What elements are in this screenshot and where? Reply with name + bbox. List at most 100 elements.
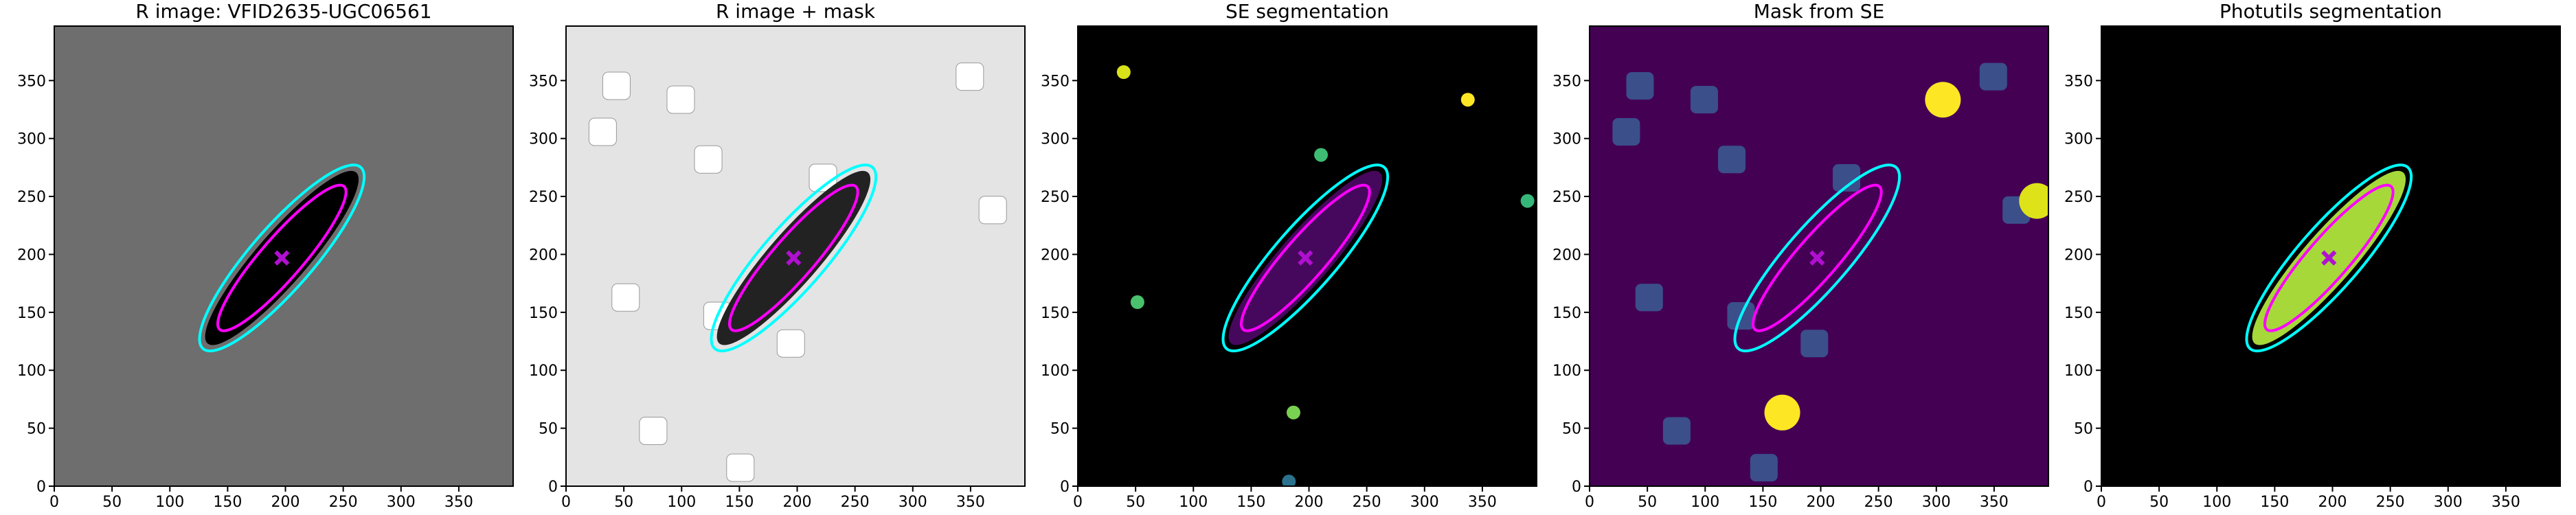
y-tick-label: 250 bbox=[1041, 189, 1070, 206]
mask-box bbox=[1718, 146, 1746, 174]
x-tick-label: 250 bbox=[1353, 494, 1381, 511]
y-tick-label: 300 bbox=[17, 131, 46, 148]
y-tick-label: 200 bbox=[17, 247, 46, 264]
x-tick-label: 0 bbox=[1073, 494, 1083, 511]
axes-frame bbox=[1589, 25, 2049, 487]
mask-box bbox=[956, 62, 984, 91]
y-tick-label: 150 bbox=[1041, 305, 1070, 322]
x-tick-label: 50 bbox=[1638, 494, 1657, 511]
x-tick-label: 150 bbox=[1236, 494, 1265, 511]
mask-box bbox=[1662, 417, 1691, 445]
outer-ellipse bbox=[1733, 163, 1901, 353]
x-tick-label: 350 bbox=[1980, 494, 2009, 511]
x-tick-label: 150 bbox=[213, 494, 242, 511]
y-tick-label: 100 bbox=[17, 363, 46, 380]
x-tick-label: 250 bbox=[2376, 494, 2405, 511]
x-tick-label: 300 bbox=[387, 494, 416, 511]
segment bbox=[1286, 405, 1300, 420]
mask-box bbox=[611, 283, 640, 312]
outer-ellipse bbox=[2245, 163, 2413, 353]
y-tick-label: 0 bbox=[1572, 479, 1581, 496]
x-tick-label: 200 bbox=[2318, 494, 2347, 511]
y-tick-label: 150 bbox=[1552, 305, 1581, 322]
segment bbox=[1282, 474, 1296, 486]
segment bbox=[1314, 148, 1329, 162]
x-tick-label: 50 bbox=[614, 494, 633, 511]
y-tick-label: 300 bbox=[1552, 131, 1581, 148]
outer-ellipse bbox=[710, 163, 878, 353]
x-tick-label: 150 bbox=[725, 494, 754, 511]
mask-box bbox=[694, 145, 723, 174]
x-tick-label: 50 bbox=[1126, 494, 1145, 511]
x-tick-label: 300 bbox=[2434, 494, 2463, 511]
outer-ellipse bbox=[198, 163, 366, 353]
x-tick-label: 100 bbox=[667, 494, 696, 511]
x-tick-label: 300 bbox=[1410, 494, 1439, 511]
center-marker bbox=[786, 250, 802, 266]
mask-box bbox=[1626, 72, 1654, 100]
x-tick-label: 350 bbox=[1468, 494, 1497, 511]
mask-circle bbox=[1925, 82, 1961, 118]
image bbox=[54, 26, 513, 486]
y-tick-label: 50 bbox=[1050, 421, 1070, 438]
y-tick-label: 150 bbox=[2064, 305, 2093, 322]
center-marker bbox=[2321, 250, 2337, 266]
x-tick-label: 200 bbox=[1807, 494, 1835, 511]
y-tick-label: 50 bbox=[2074, 421, 2093, 438]
mask-box bbox=[1612, 118, 1640, 146]
y-tick-label: 300 bbox=[529, 131, 558, 148]
y-tick-label: 200 bbox=[2064, 247, 2093, 264]
panel: Mask from SE 0 50 100 150 200 250 300 350 0 50 100 1… bbox=[1552, 0, 2049, 511]
y-tick-label: 0 bbox=[548, 479, 558, 496]
y-tick-label: 100 bbox=[2064, 363, 2093, 380]
y-tick-label: 250 bbox=[1552, 189, 1581, 206]
y-tick-label: 350 bbox=[1552, 73, 1581, 90]
mask-box bbox=[588, 117, 617, 146]
x-tick-label: 250 bbox=[1864, 494, 1893, 511]
panel: Photutils segmentation 0 50 100 150 200 250 300… bbox=[2064, 0, 2561, 511]
mask-box bbox=[1979, 62, 2007, 91]
x-tick-label: 350 bbox=[444, 494, 473, 511]
x-tick-label: 350 bbox=[956, 494, 985, 511]
y-tick-label: 150 bbox=[529, 305, 558, 322]
x-tick-label: 0 bbox=[1585, 494, 1594, 511]
x-tick-label: 50 bbox=[102, 494, 122, 511]
inner-ellipse bbox=[1751, 183, 1883, 332]
segment bbox=[1520, 194, 1535, 208]
panel: R image + mask 0 50 100 150 200 250 300 350 0 50 10… bbox=[529, 0, 1026, 511]
x-tick-label: 250 bbox=[841, 494, 870, 511]
panel-title: R image + mask bbox=[716, 0, 876, 23]
y-tick-label: 350 bbox=[2064, 73, 2093, 90]
x-tick-label: 100 bbox=[2202, 494, 2231, 511]
mask-box bbox=[776, 329, 805, 358]
x-tick-label: 0 bbox=[2097, 494, 2106, 511]
y-tick-label: 200 bbox=[1552, 247, 1581, 264]
y-tick-label: 150 bbox=[17, 305, 46, 322]
mask-box bbox=[1800, 330, 1829, 358]
panel-title: SE segmentation bbox=[1225, 0, 1389, 23]
x-tick-label: 150 bbox=[1748, 494, 1777, 511]
mask-box bbox=[639, 417, 668, 445]
center-marker bbox=[1298, 250, 1313, 266]
axes-frame bbox=[2101, 25, 2561, 487]
segment bbox=[1460, 93, 1475, 107]
image bbox=[566, 26, 1025, 486]
panel: R image: VFID2635-UGC06561 0 50 100 150 200 25… bbox=[17, 0, 514, 511]
y-tick-label: 50 bbox=[539, 421, 558, 438]
outer-ellipse bbox=[1221, 163, 1390, 353]
y-tick-label: 100 bbox=[529, 363, 558, 380]
center-marker bbox=[274, 250, 290, 266]
y-tick-label: 250 bbox=[2064, 189, 2093, 206]
x-tick-label: 100 bbox=[1179, 494, 1208, 511]
segment bbox=[1116, 65, 1131, 79]
panel-title: Mask from SE bbox=[1754, 0, 1885, 23]
y-tick-label: 300 bbox=[1041, 131, 1070, 148]
y-tick-label: 350 bbox=[17, 73, 46, 90]
y-tick-label: 250 bbox=[17, 189, 46, 206]
y-tick-label: 100 bbox=[1552, 363, 1581, 380]
panel-title: R image: VFID2635-UGC06561 bbox=[135, 0, 431, 23]
x-tick-label: 300 bbox=[1922, 494, 1951, 511]
segment bbox=[1130, 295, 1144, 309]
image bbox=[2101, 26, 2560, 486]
